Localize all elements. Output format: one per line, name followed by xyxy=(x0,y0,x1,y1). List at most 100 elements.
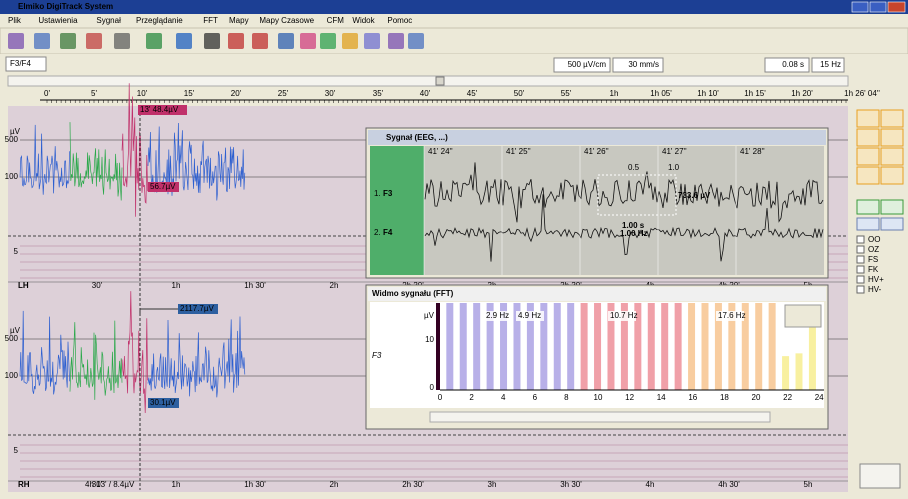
toolbar-button[interactable] xyxy=(364,33,380,49)
time-label: 1h 30' xyxy=(244,281,266,290)
toolbar-button[interactable] xyxy=(86,33,102,49)
marker-label: 2117.7µV xyxy=(180,304,214,313)
nav-button[interactable] xyxy=(880,147,904,166)
nav-button[interactable] xyxy=(856,128,880,147)
nav-button[interactable] xyxy=(856,166,880,185)
y-label: 100 xyxy=(5,172,19,181)
minimize[interactable] xyxy=(851,1,869,13)
checkbox-label: FK xyxy=(868,265,879,274)
spectrum-band xyxy=(473,303,481,390)
filter-box[interactable] xyxy=(811,57,845,73)
fft-scrollbar[interactable] xyxy=(429,411,771,423)
ruler-label: 55' xyxy=(561,89,572,98)
edit-button[interactable] xyxy=(859,463,901,489)
menu-bar xyxy=(0,14,908,28)
freq-scale: 1.00 Hz xyxy=(620,229,648,238)
channel-name: F4 xyxy=(383,228,393,237)
menu-item[interactable]: FFT xyxy=(203,16,218,25)
close[interactable] xyxy=(887,1,906,13)
toolbar-button[interactable] xyxy=(114,33,130,49)
control-bar xyxy=(0,54,908,74)
nav-button[interactable] xyxy=(856,147,880,166)
menu-item[interactable]: Pomoc xyxy=(387,16,412,25)
time-label: 30' xyxy=(92,480,103,489)
toolbar-button[interactable] xyxy=(204,33,220,49)
time-constant-box[interactable] xyxy=(764,57,810,73)
zoom-control[interactable] xyxy=(784,304,822,328)
nav-button[interactable] xyxy=(856,217,880,231)
scroll-thumb[interactable] xyxy=(435,76,445,86)
channel-panel xyxy=(370,146,424,275)
toolbar-button[interactable] xyxy=(228,33,244,49)
toolbar-button[interactable] xyxy=(342,33,358,49)
toolbar-button[interactable] xyxy=(252,33,268,49)
menu-item[interactable]: CFM xyxy=(327,16,345,25)
ruler-label: 50' xyxy=(514,89,525,98)
toolbar-button[interactable] xyxy=(8,33,24,49)
y-label: 0 xyxy=(430,383,435,392)
ruler-label: 1h 05' xyxy=(650,89,672,98)
nav-button[interactable] xyxy=(880,217,904,231)
toolbar-button[interactable] xyxy=(408,33,424,49)
toolbar-button[interactable] xyxy=(388,33,404,49)
time-label: 30' xyxy=(92,281,103,290)
toolbar-button[interactable] xyxy=(34,33,50,49)
time-label: 4h xyxy=(646,480,655,489)
nav-button[interactable] xyxy=(880,109,904,128)
checkbox[interactable] xyxy=(856,265,865,274)
sensitivity-box[interactable] xyxy=(553,57,611,73)
toolbar-button[interactable] xyxy=(146,33,162,49)
nav-button[interactable] xyxy=(880,128,904,147)
peak-box xyxy=(516,311,544,321)
nav-button[interactable] xyxy=(856,199,880,215)
ruler-label: 1h xyxy=(610,89,619,98)
toolbar-button[interactable] xyxy=(278,33,294,49)
speed-box[interactable] xyxy=(612,57,664,73)
y-unit: µV xyxy=(10,127,21,136)
trend-trace xyxy=(19,124,70,195)
spectrum-band xyxy=(714,303,722,390)
y-label: 5 xyxy=(14,446,19,455)
spectrum-band xyxy=(674,303,682,390)
montage[interactable]: F3/F4 xyxy=(10,59,31,68)
x-label: 24 xyxy=(815,393,824,402)
window-title: Sygnał (EEG, ...) xyxy=(386,133,448,142)
peak-box xyxy=(484,311,512,321)
menu-item[interactable]: Ustawienia xyxy=(38,16,78,25)
signal-plot xyxy=(424,146,824,275)
checkbox[interactable] xyxy=(856,235,865,244)
montage-tab[interactable] xyxy=(5,56,47,72)
menu-item[interactable]: Przeglądanie xyxy=(136,16,183,25)
nav-button[interactable] xyxy=(856,109,880,128)
checkbox-label: OZ xyxy=(868,245,879,254)
nav-button[interactable] xyxy=(880,166,904,185)
scale-mark: 1.0 xyxy=(668,163,680,172)
signal-title-bar xyxy=(368,130,826,145)
checkbox[interactable] xyxy=(856,245,865,254)
ruler-label: 45' xyxy=(467,89,478,98)
menu-item[interactable]: Plik xyxy=(8,16,22,25)
spectrum-band xyxy=(540,303,548,390)
menu-item[interactable]: Sygnał xyxy=(96,16,121,25)
nav-button[interactable] xyxy=(880,199,904,215)
menu-item[interactable]: Mapy xyxy=(229,16,249,25)
maximize[interactable] xyxy=(869,1,887,13)
x-label: 4 xyxy=(501,393,506,402)
checkbox-label: HV- xyxy=(868,285,882,294)
trend-trace xyxy=(69,122,123,201)
menu-item[interactable]: Widok xyxy=(352,16,375,25)
marker-label: 30.1µV xyxy=(150,398,176,407)
checkbox[interactable] xyxy=(856,275,865,284)
time-label: 41' 27'' xyxy=(662,147,687,156)
toolbar-button[interactable] xyxy=(300,33,316,49)
checkbox[interactable] xyxy=(856,255,865,264)
toolbar-button[interactable] xyxy=(320,33,336,49)
scrollbar[interactable] xyxy=(7,75,849,87)
toolbar-button[interactable] xyxy=(60,33,76,49)
amplitude: 733.6 µV xyxy=(678,191,711,200)
x-label: 6 xyxy=(533,393,538,402)
menu-item[interactable]: Mapy Czasowe xyxy=(259,16,314,25)
toolbar-button[interactable] xyxy=(176,33,192,49)
checkbox[interactable] xyxy=(856,285,865,294)
